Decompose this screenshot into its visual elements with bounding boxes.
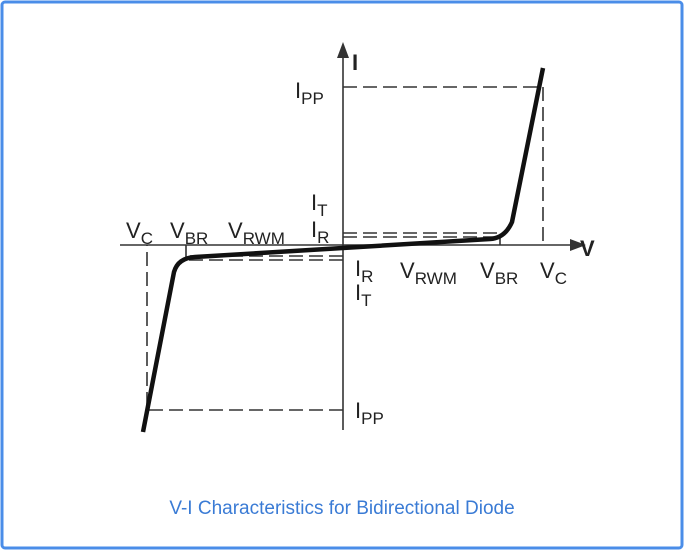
symbol-base: I	[311, 190, 317, 215]
symbol-label: VC	[540, 258, 567, 288]
symbol-base: I	[355, 398, 361, 423]
v-arrow	[570, 239, 586, 251]
symbol-subscript: T	[317, 201, 327, 220]
axes	[120, 52, 578, 430]
symbol-base: V	[228, 218, 243, 243]
symbol-subscript: BR	[185, 229, 209, 248]
symbol-label: IR	[355, 256, 373, 286]
symbol-label: VRWM	[228, 218, 285, 248]
symbol-base: I	[355, 256, 361, 281]
symbol-base: I	[295, 78, 301, 103]
symbol-base: V	[480, 258, 495, 283]
symbol-subscript: PP	[301, 89, 324, 108]
axis-label-i: I	[352, 50, 358, 75]
symbol-base: V	[400, 258, 415, 283]
symbol-label: IT	[311, 190, 328, 220]
it-guide-neg	[185, 245, 343, 261]
symbol-subscript: BR	[495, 269, 519, 288]
vi-curve	[140, 67, 546, 433]
symbol-label: VBR	[170, 218, 208, 248]
symbol-subscript: C	[141, 229, 153, 248]
symbol-subscript: RWM	[243, 229, 285, 248]
symbol-label: IPP	[355, 398, 384, 428]
ipp-guide-top	[343, 86, 544, 245]
ipp-guide-bottom	[146, 245, 343, 411]
guides	[146, 86, 544, 411]
symbol-label: IPP	[295, 78, 324, 108]
symbol-subscript: R	[361, 267, 373, 286]
axis-label-v: V	[580, 236, 595, 261]
symbol-base: V	[170, 218, 185, 243]
symbol-label: IR	[311, 217, 329, 247]
symbol-subscript: R	[317, 228, 329, 247]
symbol-label: VC	[126, 218, 153, 248]
caption: V-I Characteristics for Bidirectional Di…	[169, 498, 514, 519]
symbol-base: V	[540, 258, 555, 283]
symbol-subscript: T	[361, 291, 371, 310]
symbol-subscript: C	[555, 269, 567, 288]
symbol-label: IT	[355, 280, 372, 310]
symbol-subscript: PP	[361, 409, 384, 428]
symbol-base: V	[126, 218, 141, 243]
symbol-subscript: RWM	[415, 269, 457, 288]
it-guide-pos	[343, 232, 501, 245]
symbol-label: VRWM	[400, 258, 457, 288]
i-arrow	[337, 42, 349, 58]
symbol-base: I	[311, 217, 317, 242]
symbol-label: VBR	[480, 258, 518, 288]
symbol-base: I	[355, 280, 361, 305]
